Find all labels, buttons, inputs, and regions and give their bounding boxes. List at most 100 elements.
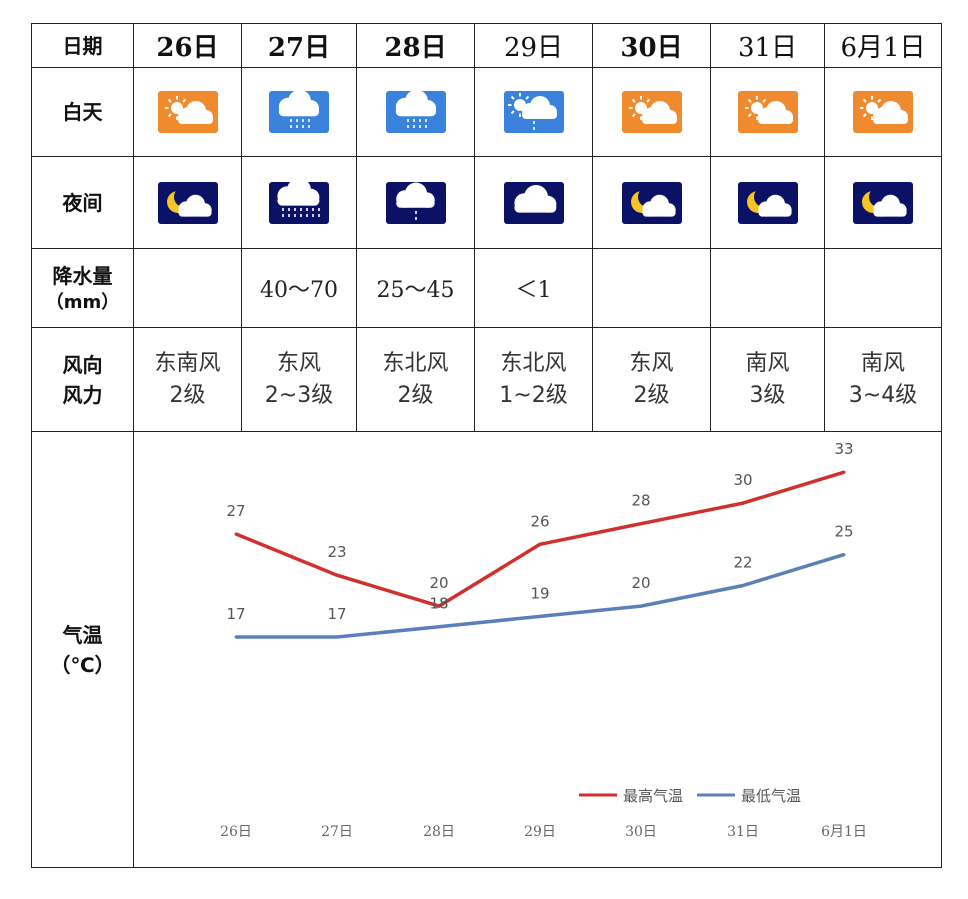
wind-direction: 东风 bbox=[276, 350, 321, 376]
wind-row: 风向 风力 东南风 2级 东风 2~3级 东北风 2级 东北风 1~2级 东风 2级 南风… bbox=[31, 327, 942, 432]
temp-label-line: 气温 bbox=[62, 622, 103, 647]
wind-direction: 南风 bbox=[745, 350, 790, 376]
night-icon-cell bbox=[592, 156, 711, 249]
wind-level: 2级 bbox=[397, 382, 434, 408]
precip-cell bbox=[133, 248, 242, 328]
day-icon-cell bbox=[241, 67, 357, 157]
night-icon-cell bbox=[710, 156, 825, 249]
date-label: 日期 bbox=[31, 23, 134, 68]
precip-cell bbox=[592, 248, 711, 328]
wind-cell: 东北风 1~2级 bbox=[474, 327, 593, 432]
x-tick-label: 6月1日 bbox=[821, 824, 867, 840]
wind-direction: 东北风 bbox=[500, 350, 567, 376]
sunny-partly-cloudy-icon bbox=[737, 91, 798, 133]
light-rain-cloud-icon bbox=[385, 181, 446, 224]
night-icon-cell bbox=[824, 156, 942, 249]
date-cell: 6月1日 bbox=[824, 23, 942, 68]
day-icon-cell bbox=[592, 67, 711, 157]
data-point bbox=[741, 501, 745, 505]
precip-cell bbox=[710, 248, 825, 328]
data-point bbox=[335, 573, 339, 577]
x-tick-label: 29日 bbox=[524, 824, 556, 840]
date-cell: 30日 bbox=[592, 23, 711, 68]
data-label: 19 bbox=[530, 584, 549, 602]
day-icon-cell bbox=[824, 67, 942, 157]
data-label: 28 bbox=[631, 492, 650, 510]
data-label: 26 bbox=[530, 512, 549, 530]
day-icon-cell bbox=[356, 67, 475, 157]
wind-cell: 东南风 2级 bbox=[133, 327, 242, 432]
data-label: 20 bbox=[631, 574, 650, 592]
precip-label: 降水量 （mm） bbox=[31, 248, 134, 328]
x-tick-label: 27日 bbox=[321, 824, 353, 840]
date-cell: 26日 bbox=[133, 23, 242, 68]
wind-direction: 东南风 bbox=[154, 350, 221, 376]
cloudy-night-icon bbox=[503, 181, 564, 224]
x-tick-label: 30日 bbox=[625, 824, 657, 840]
night-icon-cell bbox=[474, 156, 593, 249]
precip-cell bbox=[824, 248, 942, 328]
temperature-line-chart: 27 23 20 26 28 30 33 17 17 18 19 20 22 25 26日 27日 28日 29日… bbox=[220, 440, 867, 840]
wind-cell: 东风 2级 bbox=[592, 327, 711, 432]
wind-level: 1~2级 bbox=[499, 382, 568, 408]
day-icon-cell bbox=[474, 67, 593, 157]
data-label: 25 bbox=[834, 523, 853, 541]
rain-cloud-icon bbox=[269, 91, 329, 133]
data-point bbox=[639, 522, 643, 526]
legend-label: 最低气温 bbox=[741, 787, 801, 805]
wind-cell: 东风 2~3级 bbox=[241, 327, 357, 432]
date-cell: 29日 bbox=[474, 23, 593, 68]
data-point bbox=[538, 542, 542, 546]
data-label: 18 bbox=[429, 595, 448, 613]
wind-level: 2级 bbox=[633, 382, 670, 408]
wind-cell: 南风 3~4级 bbox=[824, 327, 942, 432]
sunny-partly-cloudy-icon bbox=[157, 91, 218, 133]
wind-level: 2~3级 bbox=[264, 382, 334, 408]
data-label: 23 bbox=[327, 543, 346, 561]
heavy-rain-cloud-icon bbox=[269, 181, 329, 224]
wind-force-label: 风力 bbox=[62, 382, 103, 407]
day-label: 白天 bbox=[31, 67, 134, 157]
night-icon-cell bbox=[241, 156, 357, 249]
sunny-partly-cloudy-icon bbox=[621, 91, 682, 133]
data-point bbox=[741, 584, 745, 587]
moon-cloud-icon bbox=[157, 181, 218, 224]
data-label: 27 bbox=[226, 502, 245, 520]
data-point bbox=[234, 635, 238, 639]
data-point bbox=[234, 532, 238, 536]
data-label: 20 bbox=[429, 574, 448, 592]
wind-level: 3~4级 bbox=[848, 382, 918, 408]
data-point bbox=[437, 604, 441, 608]
wind-dir-label: 风向 bbox=[62, 352, 103, 377]
sun-cloud-shower-icon bbox=[503, 91, 564, 133]
wind-cell: 南风 3级 bbox=[710, 327, 825, 432]
forecast-table: 日期 26日 27日 28日 29日 30日 31日 6月1日 白天 夜间 bbox=[31, 23, 942, 868]
day-icon-cell bbox=[710, 67, 825, 157]
wind-level: 2级 bbox=[169, 382, 206, 408]
data-point bbox=[437, 625, 441, 629]
date-cell: 31日 bbox=[710, 23, 825, 68]
temperature-chart-cell: 27 23 20 26 28 30 33 17 17 18 19 20 22 25 26日 27日 28日 29日… bbox=[133, 431, 942, 868]
night-label: 夜间 bbox=[31, 156, 134, 249]
day-weather-row: 白天 bbox=[31, 67, 942, 157]
x-tick-label: 31日 bbox=[727, 824, 759, 840]
wind-label: 风向 风力 bbox=[31, 327, 134, 432]
temperature-row: 气温 （℃） 27 23 20 26 28 30 33 17 17 18 19 20 22 25 26日 27… bbox=[31, 431, 942, 868]
date-cell: 27日 bbox=[241, 23, 357, 68]
data-label: 30 bbox=[733, 471, 752, 489]
x-tick-label: 28日 bbox=[423, 824, 455, 840]
precip-row: 降水量 （mm） 40～70 25～45 ＜1 bbox=[31, 248, 942, 328]
data-point bbox=[538, 614, 542, 618]
x-tick-label: 26日 bbox=[220, 824, 252, 840]
precip-unit-line: （mm） bbox=[45, 292, 120, 313]
wind-direction: 南风 bbox=[860, 350, 905, 376]
day-icon-cell bbox=[133, 67, 242, 157]
data-point bbox=[639, 604, 643, 608]
data-point bbox=[842, 470, 846, 474]
wind-level: 3级 bbox=[749, 382, 786, 408]
date-row: 日期 26日 27日 28日 29日 30日 31日 6月1日 bbox=[31, 23, 942, 68]
moon-cloud-icon bbox=[853, 181, 913, 224]
precip-label-line: 降水量 bbox=[52, 264, 113, 288]
moon-cloud-icon bbox=[737, 181, 798, 224]
legend-label: 最高气温 bbox=[623, 787, 683, 805]
